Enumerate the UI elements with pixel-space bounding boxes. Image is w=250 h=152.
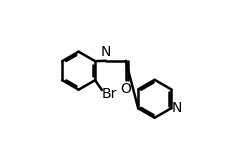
Text: Br: Br: [101, 87, 116, 101]
Text: N: N: [172, 101, 182, 115]
Text: O: O: [120, 82, 131, 96]
Text: N: N: [101, 45, 111, 59]
